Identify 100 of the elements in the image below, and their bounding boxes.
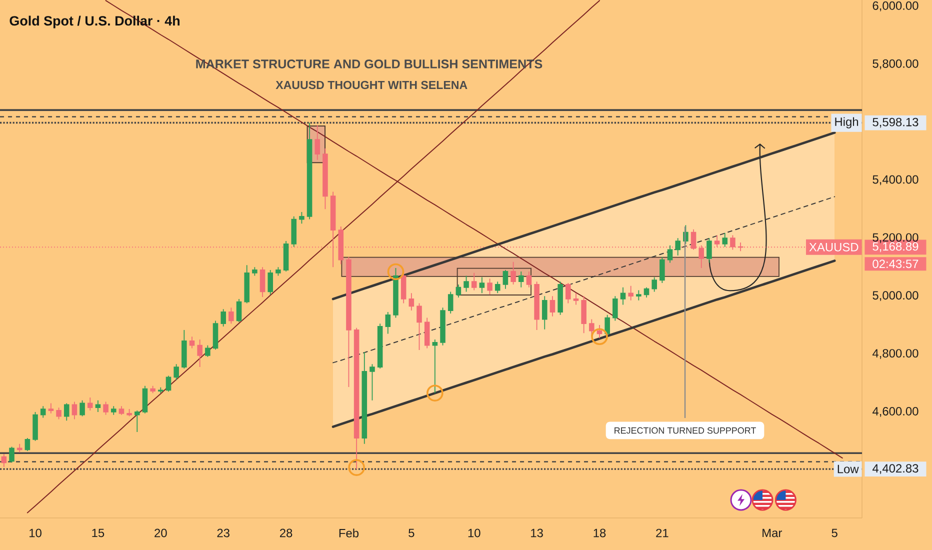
y-tick-label: 4,402.83 xyxy=(872,464,918,474)
point xyxy=(591,328,608,346)
candlestick xyxy=(299,212,304,224)
candlestick xyxy=(722,232,728,248)
candlestick xyxy=(118,406,124,416)
x-tick-label: Mar xyxy=(762,528,782,538)
candlestick xyxy=(628,285,634,301)
candlestick xyxy=(182,330,187,369)
candlestick xyxy=(16,443,22,453)
candlestick xyxy=(596,324,602,339)
y-tick-label: 5,000.00 xyxy=(872,291,918,302)
candlestick xyxy=(260,266,266,298)
candlestick xyxy=(471,272,477,291)
line-series xyxy=(332,260,836,428)
candlestick xyxy=(322,148,328,210)
candlestick xyxy=(72,401,78,420)
x-tick-label: 23 xyxy=(217,528,230,538)
ref-line-label: Low xyxy=(838,464,859,474)
candlestick xyxy=(354,327,360,470)
candlestick xyxy=(103,401,108,416)
point xyxy=(348,459,365,476)
candlestick xyxy=(440,307,446,346)
candlestick xyxy=(228,307,234,324)
candlestick xyxy=(581,296,586,334)
candlestick xyxy=(220,308,226,327)
candlestick xyxy=(110,406,116,416)
ref-line-label: XAUUSD xyxy=(809,242,858,252)
candlestick xyxy=(393,268,398,318)
candlestick xyxy=(408,292,414,311)
candlestick xyxy=(502,270,508,290)
candlestick xyxy=(24,438,30,452)
y-tick-label: 5,800.00 xyxy=(872,59,918,70)
candlestick xyxy=(667,244,673,264)
x-tick-label: 21 xyxy=(656,528,668,538)
candlestick xyxy=(189,336,195,349)
candlestick xyxy=(660,256,665,284)
candlestick xyxy=(197,339,202,368)
x-tick-label: 13 xyxy=(531,528,543,538)
candlestick xyxy=(244,264,250,304)
candlestick xyxy=(1,454,7,468)
text: 02:43:57 xyxy=(872,260,918,268)
candlestick xyxy=(276,266,281,276)
candlestick xyxy=(40,406,46,418)
candlestick xyxy=(370,364,375,401)
candlestick xyxy=(448,291,454,314)
candlestick xyxy=(166,375,172,392)
annotation: REJECTION TURNED SUPPPORT xyxy=(614,427,756,434)
point xyxy=(387,263,404,280)
candlestick xyxy=(32,412,38,442)
candlestick xyxy=(134,410,140,432)
candlestick xyxy=(64,402,70,422)
candlestick xyxy=(346,256,352,388)
candlestick xyxy=(174,364,179,381)
candlestick xyxy=(268,270,274,296)
candlestick xyxy=(416,302,422,350)
candlestick xyxy=(566,282,571,304)
y-tick-label: 5,400.00 xyxy=(872,175,918,186)
x-tick-label: 5 xyxy=(408,528,414,538)
candlestick xyxy=(550,296,556,317)
candlestick xyxy=(95,400,101,412)
x-tick-label: 15 xyxy=(92,528,104,538)
y-tick-label: 5,168.89 xyxy=(872,242,918,252)
candlestick xyxy=(87,397,93,411)
ref-line-label: High xyxy=(835,117,858,128)
candlestick xyxy=(158,386,164,394)
candlestick xyxy=(526,270,532,288)
candlestick xyxy=(620,286,626,306)
y-tick-label: 5,598.13 xyxy=(872,118,918,128)
candlestick xyxy=(56,407,62,420)
candlestick xyxy=(385,312,391,334)
candlestick xyxy=(424,317,430,349)
candlestick xyxy=(432,339,438,394)
x-tick-label: 5 xyxy=(832,528,838,538)
x-tick-label: 28 xyxy=(280,528,292,538)
candlestick xyxy=(644,286,650,298)
candlestick xyxy=(456,284,462,298)
candlestick xyxy=(9,446,14,464)
candlestick xyxy=(306,122,312,220)
candlestick xyxy=(612,296,618,322)
candlestick xyxy=(126,408,132,417)
y-tick-label: 6,000.00 xyxy=(872,1,918,12)
candlestick xyxy=(291,216,297,248)
candlestick xyxy=(589,318,594,338)
x-tick-label: 20 xyxy=(154,528,167,538)
candlestick xyxy=(362,352,368,444)
point xyxy=(426,384,444,402)
candlestick xyxy=(487,278,492,296)
candlestick xyxy=(205,344,210,358)
candlestick xyxy=(652,276,657,292)
candlestick xyxy=(518,270,524,288)
candlestick xyxy=(479,276,485,294)
candlestick xyxy=(510,261,516,285)
candlestick xyxy=(534,281,540,330)
candlestick xyxy=(706,238,712,264)
candlestick xyxy=(636,290,642,301)
annotation: XAUUSD THOUGHT WITH SELENA xyxy=(276,80,468,90)
candlestick xyxy=(675,238,680,256)
candlestick xyxy=(252,266,258,276)
y-tick-label: 5,200.00 xyxy=(872,233,918,244)
candlestick xyxy=(48,402,54,414)
